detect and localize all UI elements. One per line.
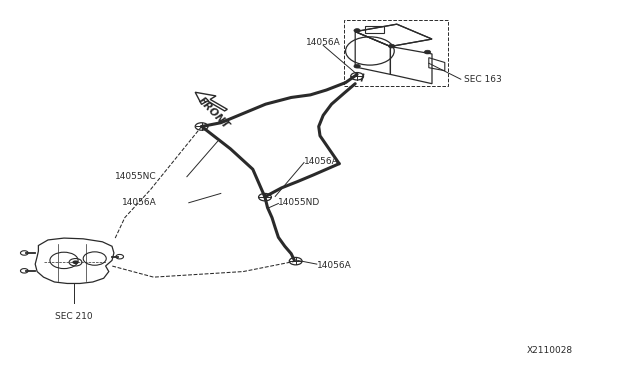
Text: X2110028: X2110028	[527, 346, 573, 355]
Text: 14056A: 14056A	[304, 157, 339, 166]
Circle shape	[72, 260, 79, 264]
Text: 14056A: 14056A	[317, 262, 351, 270]
Circle shape	[424, 50, 431, 54]
Text: FRONT: FRONT	[196, 95, 231, 131]
Text: SEC 163: SEC 163	[464, 76, 502, 84]
Text: 14055NC: 14055NC	[115, 172, 157, 181]
Circle shape	[354, 64, 360, 68]
Circle shape	[354, 29, 360, 32]
Text: 14056A: 14056A	[122, 198, 157, 207]
Bar	[365, 26, 384, 33]
Text: 14055ND: 14055ND	[278, 198, 321, 207]
FancyArrow shape	[195, 92, 227, 111]
Circle shape	[388, 44, 395, 48]
Text: SEC 210: SEC 210	[55, 312, 92, 321]
Text: 14056A: 14056A	[306, 38, 340, 47]
